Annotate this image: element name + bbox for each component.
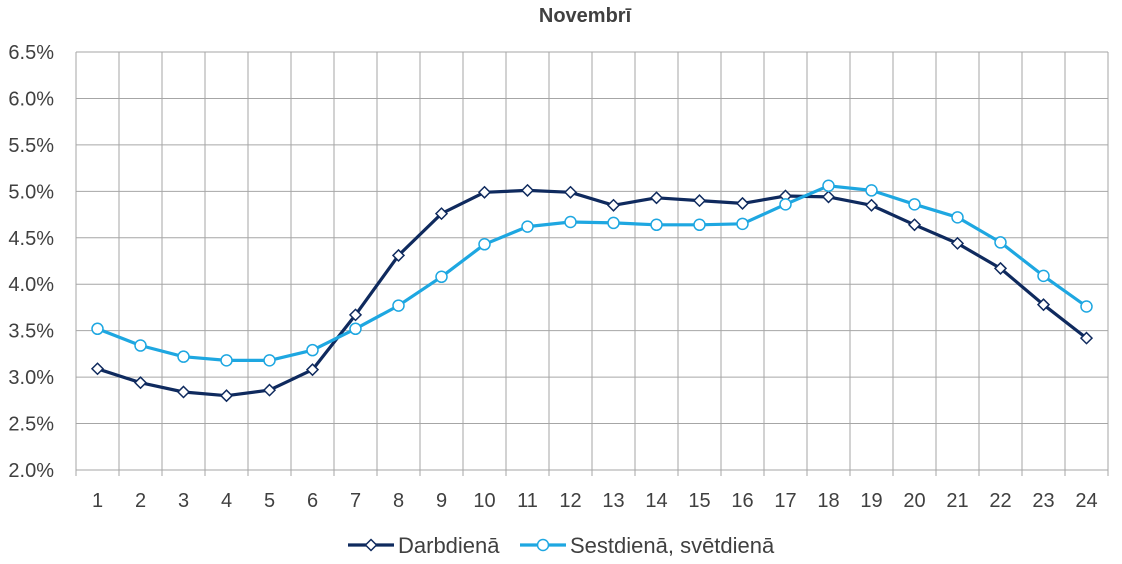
x-tick-label: 9 xyxy=(436,490,447,512)
data-point-circle xyxy=(392,299,405,312)
legend-marker-diamond xyxy=(364,538,378,552)
x-tick-label: 8 xyxy=(393,490,404,512)
data-point-circle xyxy=(693,218,706,232)
x-tick-label: 18 xyxy=(817,490,839,512)
data-point-diamond xyxy=(348,308,363,322)
y-axis-ticks: 2.0% 2.5% 3.0% 3.5% 4.0% 4.5% 5.0% 5.5% 6.0% 6.5% xyxy=(8,42,54,482)
data-point-circle xyxy=(865,184,878,197)
x-tick-label: 22 xyxy=(989,490,1011,512)
x-axis-ticks: 1 2 3 4 5 6 7 8 9 10 11 12 13 14 15 16 17 18 19 20 21 22 23 24 xyxy=(92,490,1098,512)
data-point-circle xyxy=(521,220,534,233)
x-tick-label: 11 xyxy=(517,490,538,512)
y-tick-label: 2.0% xyxy=(8,460,54,482)
x-tick-label: 3 xyxy=(178,490,189,512)
data-point-diamond xyxy=(477,185,492,199)
data-point-diamond xyxy=(262,383,277,397)
y-tick-label: 3.0% xyxy=(8,367,54,389)
y-tick-label: 5.5% xyxy=(8,135,54,157)
x-tick-label: 12 xyxy=(559,490,581,512)
y-tick-label: 6.5% xyxy=(8,42,54,64)
data-point-circle xyxy=(1080,300,1093,313)
legend-marker-circle xyxy=(536,538,550,552)
data-point-circle xyxy=(134,339,147,352)
y-tick-label: 5.0% xyxy=(8,181,54,203)
data-point-circle xyxy=(306,343,319,357)
data-point-circle xyxy=(607,216,620,230)
x-tick-label: 16 xyxy=(731,490,753,512)
x-tick-label: 4 xyxy=(221,490,232,512)
series-line-2 xyxy=(96,184,1088,362)
data-point-diamond xyxy=(563,185,578,199)
y-tick-label: 3.5% xyxy=(8,321,54,343)
x-tick-label: 15 xyxy=(688,490,710,512)
data-point-diamond xyxy=(391,248,406,262)
data-point-circle xyxy=(478,238,491,251)
x-tick-label: 2 xyxy=(135,490,146,512)
data-point-circle xyxy=(91,322,104,336)
data-point-circle xyxy=(822,179,835,193)
data-point-circle xyxy=(908,198,921,211)
data-point-circle xyxy=(650,218,663,232)
x-tick-label: 20 xyxy=(903,490,925,512)
data-point-diamond xyxy=(305,363,320,377)
data-point-circle xyxy=(177,350,190,363)
series-group xyxy=(90,179,1094,403)
data-point-circle xyxy=(779,198,792,211)
x-tick-label: 23 xyxy=(1032,490,1054,512)
data-point-diamond xyxy=(821,190,836,204)
x-tick-label: 13 xyxy=(602,490,624,512)
x-tick-label: 10 xyxy=(473,490,495,512)
data-point-diamond xyxy=(864,198,879,212)
legend: Darbdienā Sestdienā, svētdienā xyxy=(348,533,775,558)
data-point-diamond xyxy=(735,196,750,210)
x-tick-label: 1 xyxy=(92,490,103,512)
data-point-circle xyxy=(263,354,276,367)
grid xyxy=(75,51,1109,476)
data-point-diamond xyxy=(692,194,707,208)
series-line-1 xyxy=(97,188,1088,398)
data-point-diamond xyxy=(219,389,234,403)
legend-label-1: Darbdienā xyxy=(398,533,500,558)
data-point-diamond xyxy=(133,376,148,390)
x-tick-label: 24 xyxy=(1075,490,1097,512)
legend-label-2: Sestdienā, svētdienā xyxy=(570,533,775,558)
data-point-diamond xyxy=(649,191,664,205)
data-point-diamond xyxy=(950,236,965,250)
data-point-circle xyxy=(994,236,1007,249)
x-tick-label: 14 xyxy=(645,490,667,512)
chart-title: Novembrī xyxy=(539,5,632,27)
x-tick-label: 7 xyxy=(350,490,361,512)
y-tick-label: 2.5% xyxy=(8,414,54,436)
x-tick-label: 6 xyxy=(307,490,318,512)
data-point-circle xyxy=(564,215,577,229)
data-point-diamond xyxy=(176,385,191,399)
data-point-diamond xyxy=(1079,331,1094,345)
x-tick-label: 21 xyxy=(946,490,968,512)
data-point-diamond xyxy=(993,261,1008,275)
data-point-circle xyxy=(736,217,749,231)
x-tick-label: 19 xyxy=(860,490,882,512)
data-point-diamond xyxy=(907,218,922,232)
x-tick-label: 5 xyxy=(264,490,275,512)
data-point-circle xyxy=(1037,269,1050,283)
data-point-circle xyxy=(349,322,362,336)
data-point-diamond xyxy=(434,207,449,221)
x-tick-label: 17 xyxy=(774,490,796,512)
y-tick-label: 4.5% xyxy=(8,228,54,250)
data-point-diamond xyxy=(520,183,535,197)
data-point-diamond xyxy=(90,362,105,376)
data-point-diamond xyxy=(1036,298,1051,312)
data-point-circle xyxy=(435,270,448,284)
data-point-circle xyxy=(220,354,233,367)
data-point-diamond xyxy=(606,198,621,212)
data-point-circle xyxy=(951,211,964,224)
y-tick-label: 6.0% xyxy=(8,88,54,110)
y-tick-label: 4.0% xyxy=(8,274,54,296)
